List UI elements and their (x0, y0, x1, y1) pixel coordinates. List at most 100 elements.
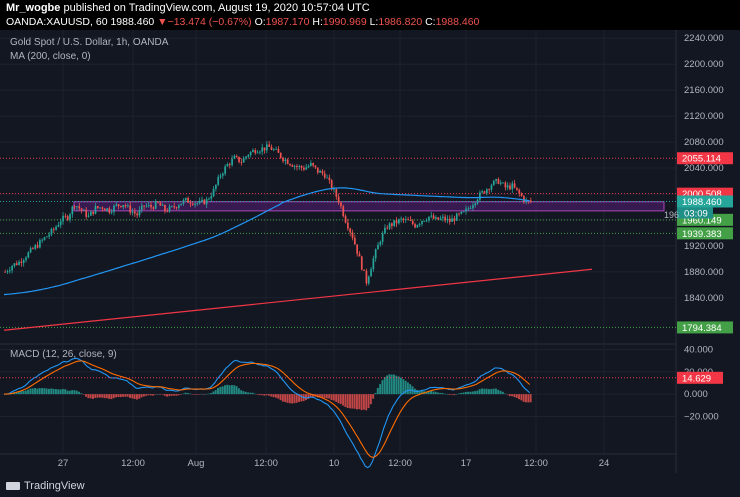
countdown-label: 03:09 (684, 208, 708, 219)
candle-body (418, 223, 421, 226)
candle-body (89, 211, 92, 216)
macd-histogram-bar (274, 394, 277, 398)
macd-histogram-bar (349, 394, 351, 409)
macd-histogram-bar (235, 386, 238, 395)
candle-body (307, 165, 310, 168)
macd-histogram-bar (115, 394, 118, 398)
macd-histogram-bar (145, 394, 148, 396)
candle-body (386, 227, 389, 229)
candle-body (36, 245, 39, 248)
macd-histogram-bar (198, 394, 201, 395)
macd-histogram-bar (467, 391, 470, 395)
macd-histogram-bar (305, 394, 307, 401)
candle-body (381, 233, 384, 242)
candle-body (226, 164, 229, 167)
candle-body (73, 206, 76, 208)
low-label: L: (369, 16, 379, 28)
candle-body (497, 179, 500, 184)
macd-histogram-bar (170, 394, 173, 396)
candle-body (122, 204, 125, 208)
candle-body (370, 269, 372, 277)
macd-histogram-bar (464, 391, 467, 395)
macd-histogram-bar (488, 389, 490, 395)
macd-histogram-bar (527, 394, 530, 403)
candle-body (411, 220, 414, 225)
candle-body (166, 210, 169, 212)
ma-200-line (3, 187, 530, 296)
price-chart[interactable]: 1840.0001880.0001920.0001960.0002000.000… (0, 30, 740, 473)
macd-histogram-bar (374, 392, 377, 395)
candle-body (312, 162, 315, 166)
macd-histogram-bar (332, 394, 335, 401)
author-name[interactable]: Mr_wogbe (6, 2, 61, 14)
macd-histogram-bar (360, 394, 363, 411)
macd-histogram-bar (136, 394, 138, 400)
candle-body (270, 146, 273, 151)
candle-body (391, 223, 393, 226)
macd-histogram-bar (409, 384, 412, 395)
macd-histogram-bar (441, 392, 444, 395)
macd-histogram-bar (295, 394, 298, 403)
macd-histogram-bar (471, 391, 474, 395)
macd-histogram-bar (138, 394, 141, 399)
macd-histogram-bar (497, 389, 500, 395)
candle-body (198, 201, 201, 204)
macd-histogram-bar (98, 394, 101, 398)
candle-body (328, 177, 331, 181)
macd-histogram-bar (230, 385, 233, 395)
macd-histogram-bar (268, 394, 270, 396)
candle-body (83, 209, 85, 211)
candle-body (504, 182, 507, 188)
macd-histogram-bar (522, 394, 525, 402)
candle-body (127, 205, 129, 207)
macd-histogram-bar (469, 391, 472, 395)
candle-body (203, 199, 206, 205)
candle-body (272, 149, 275, 151)
macd-histogram-bar (205, 393, 208, 395)
candle-body (136, 213, 139, 216)
macd-histogram-bar (22, 390, 25, 395)
candle-body (523, 196, 525, 202)
candle-body (372, 258, 375, 270)
candle-body (356, 244, 359, 254)
price-axis-tick: 2120.000 (684, 111, 724, 122)
candle-body (103, 208, 106, 211)
candle-body (189, 202, 192, 204)
price-label-box (677, 321, 733, 334)
low-value: 1986.820 (378, 16, 423, 28)
countdown-box (677, 207, 713, 219)
candle-body (340, 202, 342, 207)
candle-body (446, 218, 449, 221)
symbol: OANDA:XAUUSD, 60 (6, 16, 108, 28)
macd-histogram-bar (511, 394, 514, 397)
macd-histogram-bar (323, 394, 326, 399)
candle-body (159, 202, 162, 206)
macd-histogram-bar (71, 390, 74, 395)
candle-body (120, 205, 122, 208)
macd-histogram-bar (481, 388, 483, 395)
macd-histogram-bar (279, 394, 282, 401)
macd-histogram-bar (203, 394, 206, 395)
candle-body (196, 203, 199, 204)
macd-histogram-bar (57, 389, 60, 395)
macd-histogram-bar (15, 391, 18, 395)
macd-histogram-bar (94, 394, 97, 398)
candle-body (240, 162, 243, 163)
macd-histogram-bar (520, 394, 523, 401)
macd-histogram-bar (358, 394, 361, 410)
macd-histogram-bar (300, 394, 303, 402)
tradingview-logo[interactable]: TradingView (6, 480, 85, 492)
candle-body (509, 185, 511, 190)
macd-histogram-bar (427, 391, 430, 395)
time-axis-tick: 12:00 (388, 458, 412, 469)
macd-histogram-bar (191, 394, 194, 395)
price-label: 1939.383 (682, 229, 722, 240)
macd-histogram-bar (291, 394, 294, 404)
candle-body (479, 192, 481, 200)
candle-body (233, 155, 236, 159)
macd-histogram-bar (420, 390, 423, 395)
macd-histogram-bar (182, 393, 185, 395)
macd-histogram-bar (393, 374, 395, 395)
candle-body (474, 203, 477, 206)
candle-body (247, 154, 250, 157)
